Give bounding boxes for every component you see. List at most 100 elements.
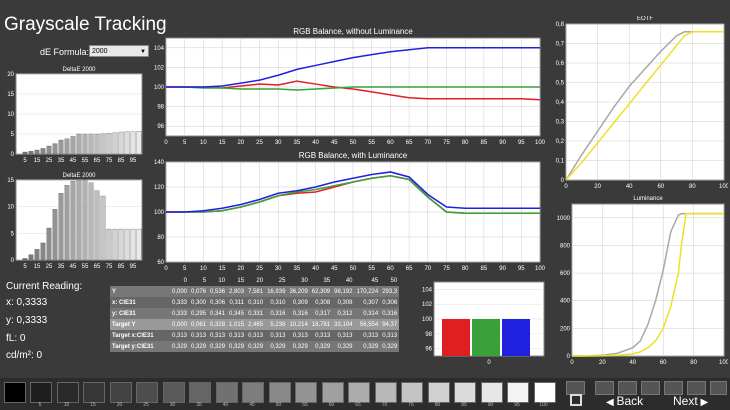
table-cell: 293,3 (382, 288, 398, 295)
stop-button[interactable] (595, 381, 614, 395)
gray-patch-90[interactable] (480, 382, 503, 403)
gray-patch-50[interactable] (268, 382, 291, 403)
x-tick-label: 0 (564, 184, 568, 190)
y-tick-label: 200 (560, 326, 571, 332)
table-cell: 0,313 (382, 332, 398, 339)
table-cell: 0,061 (191, 321, 207, 328)
toggle-button[interactable] (710, 381, 727, 395)
gray-patch-label: 85 (461, 402, 467, 408)
table-cell: 5,238 (270, 321, 286, 328)
deltae-bar (64, 185, 70, 261)
deltae-bar (100, 195, 106, 261)
table-cell: 0,329 (172, 343, 188, 350)
gray-patch-75[interactable] (401, 382, 423, 403)
plot-area (571, 203, 725, 357)
y-tick-label: 0,8 (556, 22, 565, 28)
gray-patch-30[interactable] (162, 382, 185, 403)
gray-patch-label: 50 (275, 402, 282, 408)
gray-patch-5[interactable] (30, 382, 52, 403)
gray-patch-15[interactable] (83, 382, 105, 403)
deltae-chart-lower: DeltaE 2000 0 5 10 15 5 15 25 35 45 55 65 75 85 95 (7, 173, 143, 270)
play-button[interactable] (618, 381, 637, 395)
y-tick-label: 5 (11, 132, 15, 138)
current-reading-header: Current Reading: (6, 281, 83, 292)
table-cell: 18,781 (311, 321, 331, 328)
x-tick-label: 15 (34, 264, 41, 270)
gray-patch-label: 80 (434, 402, 441, 408)
table-cell: 0,313 (191, 332, 207, 339)
gray-patch-label: 90 (487, 402, 494, 408)
de-formula-label: dE Formula: (40, 47, 90, 57)
table-cell: 0,313 (292, 332, 308, 339)
next-button[interactable]: Next ▶ (673, 394, 709, 408)
x-tick-label: 90 (499, 140, 506, 146)
gray-patch-55[interactable] (295, 382, 317, 403)
square-icon[interactable] (570, 394, 582, 406)
gray-patch-45[interactable] (242, 382, 264, 403)
record-button[interactable] (566, 381, 585, 395)
gray-patch-0[interactable] (4, 382, 26, 403)
gray-patch-80[interactable] (427, 382, 450, 403)
reading-fl: fL: 0 (6, 333, 26, 344)
table-cell: 0,536 (210, 288, 226, 295)
gray-patch-20[interactable] (109, 382, 132, 403)
table-cell: 0,313 (315, 332, 331, 339)
row-label: Y (112, 288, 117, 295)
save-button[interactable] (641, 381, 660, 395)
column-header (110, 275, 170, 286)
y-tick-label: 0 (11, 258, 15, 264)
column-header: 35 (309, 275, 333, 286)
x-tick-label: 90 (499, 266, 506, 272)
table-cell: 0,311 (229, 299, 245, 306)
x-tick-label: 45 (331, 140, 338, 146)
table-cell: 0,333 (172, 299, 188, 306)
deltae-bar (94, 190, 100, 261)
gray-patch-label: 15 (90, 402, 96, 408)
gray-patch-40[interactable] (215, 382, 238, 403)
x-tick-label: 70 (424, 140, 431, 146)
table-cell: 36,209 (289, 288, 308, 295)
column-header: 10 (208, 275, 228, 286)
back-button[interactable]: ◀ Back (606, 394, 644, 408)
x-tick-label: 85 (481, 140, 488, 146)
x-tick-label: 25 (46, 264, 53, 270)
table-cell: 7,581 (248, 288, 264, 295)
gray-patch-25[interactable] (136, 382, 158, 403)
x-tick-label: 45 (70, 264, 77, 270)
x-tick-label: 60 (660, 360, 667, 366)
de-formula-select[interactable]: 2000 ▼ (89, 45, 149, 57)
gray-patch-label: 5 (38, 402, 42, 408)
table-cell: 0,313 (363, 332, 379, 339)
gray-patch-95[interactable] (507, 382, 529, 403)
table-cell: 0,310 (270, 299, 286, 306)
settings-button[interactable] (664, 381, 683, 395)
x-tick-label: 85 (118, 264, 125, 270)
gray-patch-70[interactable] (374, 382, 397, 403)
deltae-bar (34, 149, 40, 155)
table-cell: 0,306 (382, 299, 398, 306)
gray-patch-10[interactable] (56, 382, 79, 403)
x-tick-label: 40 (626, 184, 633, 190)
y-tick-label: 20 (7, 72, 14, 78)
gray-patch-65[interactable] (348, 382, 370, 403)
chart-title: RGB Balance, without Luminance (293, 27, 413, 36)
deltae-bar (46, 227, 52, 261)
y-tick-label: 0,6 (556, 61, 565, 67)
y-tick-label: 800 (560, 243, 571, 249)
gray-patch-85[interactable] (454, 382, 476, 403)
green-bar (472, 319, 500, 356)
table-cell: 0,310 (248, 299, 264, 306)
x-tick-label: 80 (462, 140, 469, 146)
export-button[interactable] (687, 381, 706, 395)
deltae-bar (58, 139, 64, 155)
gray-patch-35[interactable] (189, 382, 211, 403)
x-tick-label: 45 (331, 266, 338, 272)
gray-patch-60[interactable] (321, 382, 344, 403)
gray-patch-100[interactable] (533, 382, 556, 403)
x-tick-label: 5 (23, 158, 27, 164)
table-cell: 0,317 (315, 310, 331, 317)
x-tick-label: 5 (183, 140, 187, 146)
deltae-bar (22, 151, 28, 155)
x-tick-label: 75 (106, 264, 113, 270)
gray-patch-label: 30 (169, 402, 176, 408)
